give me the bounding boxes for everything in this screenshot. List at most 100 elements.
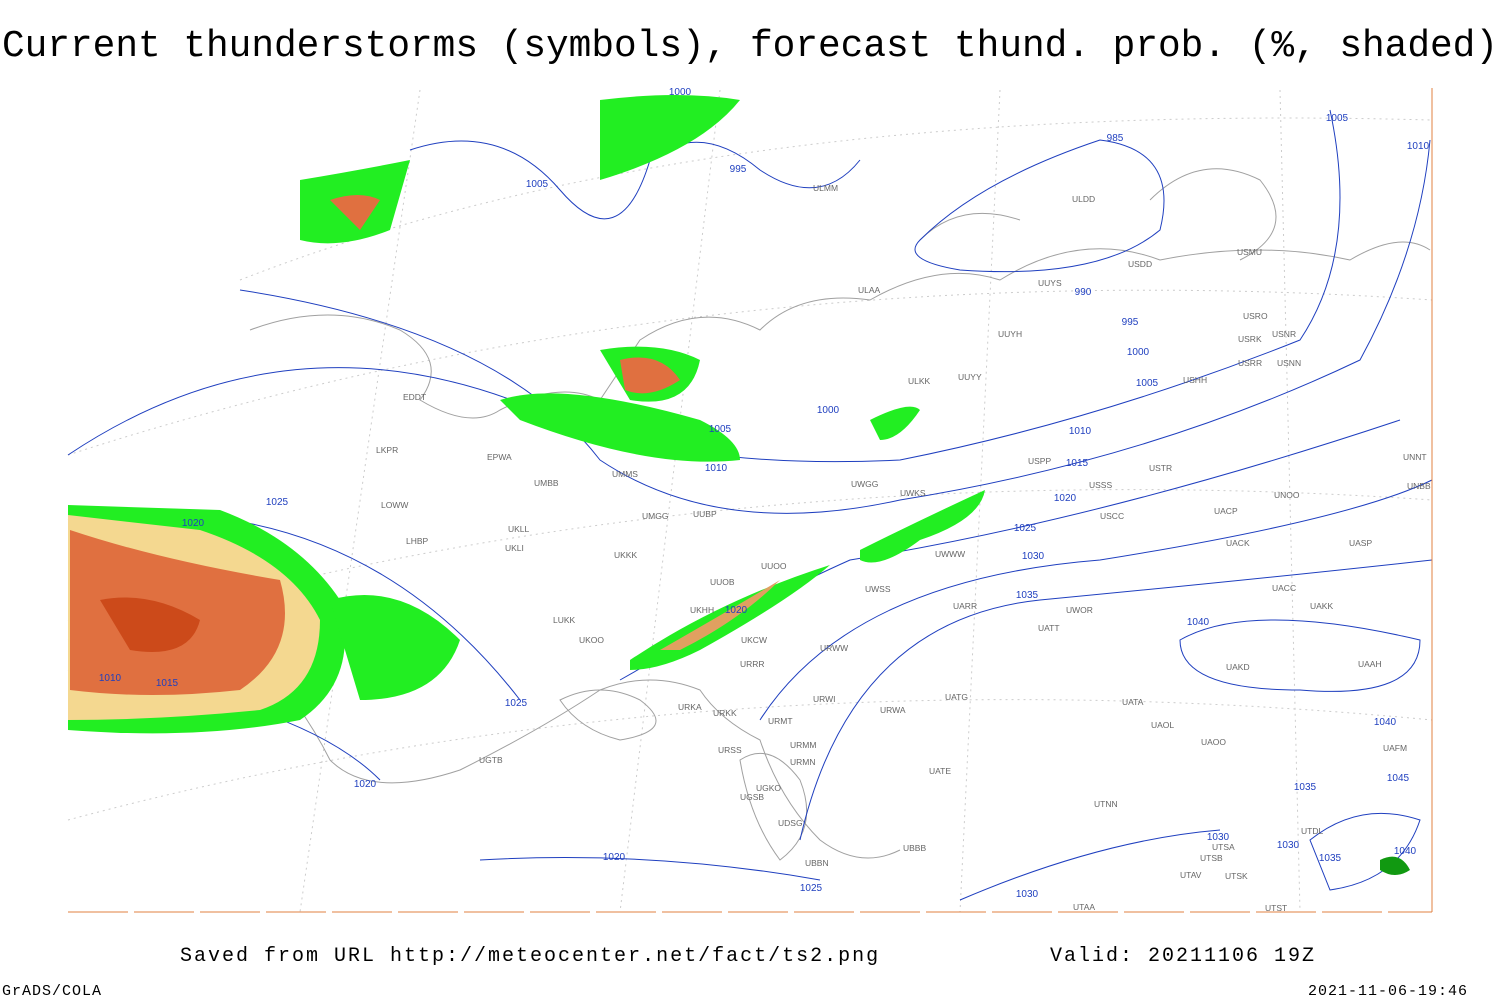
station-label: USMU — [1237, 247, 1262, 257]
isobar-label: 1005 — [709, 424, 732, 435]
isobar-label: 1000 — [1127, 347, 1150, 358]
station-labels: ULMM ULDD USDD USMU UUYS ULAA USRO USRK USNR USRR… — [376, 183, 1431, 913]
isobar-label: 1035 — [1016, 590, 1039, 601]
station-label: ULKK — [908, 376, 931, 386]
station-label: UNOO — [1274, 490, 1300, 500]
station-label: UUOO — [761, 561, 787, 571]
station-label: UAOO — [1201, 737, 1226, 747]
isobar-label: 1020 — [603, 852, 626, 863]
station-label: URMN — [790, 757, 816, 767]
isobar-label: 1000 — [817, 405, 840, 416]
station-label: UTNN — [1094, 799, 1118, 809]
station-label: USTR — [1149, 463, 1172, 473]
station-label: UNBB — [1407, 481, 1431, 491]
station-label: LHBP — [406, 536, 429, 546]
isobar-label: 1035 — [1319, 853, 1342, 864]
isobar-label: 1025 — [266, 497, 289, 508]
source-url: Saved from URL http://meteocenter.net/fa… — [180, 945, 880, 968]
isobar-label: 1005 — [1326, 113, 1349, 124]
station-label: UUYY — [958, 372, 982, 382]
station-label: USDD — [1128, 259, 1152, 269]
station-label: URMT — [768, 716, 793, 726]
station-label: UTST — [1265, 903, 1287, 913]
station-label: URWW — [820, 643, 848, 653]
station-label: EDDT — [403, 392, 426, 402]
software: GrADS/COLA — [2, 983, 102, 1000]
station-label: USPP — [1028, 456, 1051, 466]
station-label: UARR — [953, 601, 977, 611]
station-label: UACP — [1214, 506, 1238, 516]
isobar-label: 1040 — [1374, 717, 1397, 728]
isobar-label: 1010 — [1069, 426, 1092, 437]
isobar-labels: 1000 1005 995 985 990 995 1000 1005 1000 1005 1010… — [99, 87, 1430, 900]
isobar-label: 1015 — [156, 678, 179, 689]
station-label: UWKS — [900, 488, 926, 498]
station-label: USNN — [1277, 358, 1301, 368]
station-label: UDSG — [778, 818, 803, 828]
station-label: UWWW — [935, 549, 965, 559]
station-label: USNR — [1272, 329, 1296, 339]
station-label: URKK — [713, 708, 737, 718]
station-label: USSS — [1089, 480, 1112, 490]
station-label: UTDL — [1301, 826, 1323, 836]
isobar-label: 1020 — [1054, 493, 1077, 504]
station-label: ULAA — [858, 285, 881, 295]
isobar-label: 1030 — [1022, 551, 1045, 562]
isobar-label: 1025 — [1014, 523, 1037, 534]
station-label: ULDD — [1072, 194, 1095, 204]
station-label: USCC — [1100, 511, 1124, 521]
station-label: USRO — [1243, 311, 1268, 321]
station-label: UATA — [1122, 697, 1144, 707]
isobar-label: 1030 — [1016, 889, 1039, 900]
station-label: UBBN — [805, 858, 829, 868]
station-label: UWSS — [865, 584, 891, 594]
isobar-label: 1005 — [526, 179, 549, 190]
station-label: UKKK — [614, 550, 637, 560]
station-label: UWOR — [1066, 605, 1093, 615]
isobar-label: 1020 — [725, 605, 748, 616]
station-label: UTSA — [1212, 842, 1235, 852]
station-label: UGKO — [756, 783, 781, 793]
station-label: USRR — [1238, 358, 1262, 368]
map-background — [67, 88, 1433, 913]
station-label: UMGG — [642, 511, 668, 521]
station-label: URWA — [880, 705, 906, 715]
station-label: UUBP — [693, 509, 717, 519]
station-label: UTAV — [1180, 870, 1202, 880]
station-label: UWGG — [851, 479, 878, 489]
station-label: LOWW — [381, 500, 408, 510]
station-label: EPWA — [487, 452, 512, 462]
station-label: UKOO — [579, 635, 604, 645]
thunderstorm-probability-shading — [68, 95, 1410, 875]
isobar-label: 1010 — [1407, 141, 1430, 152]
station-label: ULMM — [813, 183, 838, 193]
station-label: UAKK — [1310, 601, 1333, 611]
isobar-label: 1020 — [354, 779, 377, 790]
station-label: UATE — [929, 766, 951, 776]
station-label: UKHH — [690, 605, 714, 615]
isobar-label: 1040 — [1394, 846, 1417, 857]
station-label: URKA — [678, 702, 702, 712]
station-label: UUOB — [710, 577, 735, 587]
station-label: UKLL — [508, 524, 530, 534]
valid-time: Valid: 20211106 19Z — [1050, 945, 1316, 968]
station-label: UKLI — [505, 543, 524, 553]
station-label: UTAA — [1073, 902, 1095, 912]
station-label: UNNT — [1403, 452, 1427, 462]
title: Current thunderstorms (symbols), forecas… — [2, 25, 1498, 68]
isobar-label: 1005 — [1136, 378, 1159, 389]
station-label: URSS — [718, 745, 742, 755]
isobar-label: 1035 — [1294, 782, 1317, 793]
timestamp: 2021-11-06-19:46 — [1308, 983, 1468, 1000]
isobar-label: 1025 — [505, 698, 528, 709]
isobar-label: 1030 — [1207, 832, 1230, 843]
isobar-label: 1045 — [1387, 773, 1410, 784]
isobar-label: 995 — [730, 164, 747, 175]
isobar-label: 1010 — [99, 673, 122, 684]
station-label: UAKD — [1226, 662, 1250, 672]
station-label: URMM — [790, 740, 816, 750]
isobar-label: 1010 — [705, 463, 728, 474]
station-label: UUYH — [998, 329, 1022, 339]
station-label: UUYS — [1038, 278, 1062, 288]
